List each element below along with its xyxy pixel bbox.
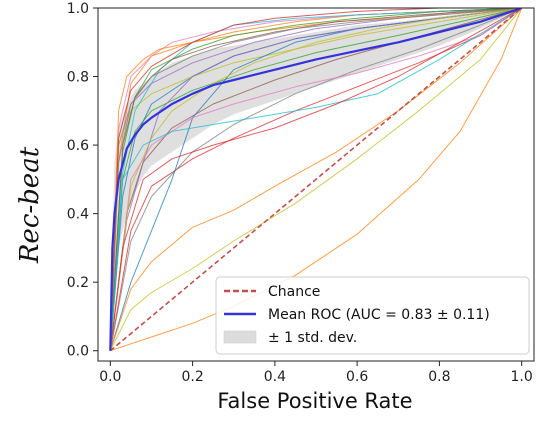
fold-curves-layer bbox=[109, 8, 523, 352]
legend-mean-label: Mean ROC (AUC = 0.83 ± 0.11) bbox=[268, 307, 490, 323]
fold-roc-curve-9 bbox=[109, 8, 522, 351]
fold-roc-curve-21 bbox=[109, 8, 523, 351]
fold-roc-curve-3 bbox=[109, 8, 522, 351]
legend-chance-label: Chance bbox=[268, 284, 320, 300]
x-tick-label: 0.8 bbox=[428, 369, 450, 385]
x-axis-label: False Positive Rate bbox=[217, 389, 412, 413]
x-ticks: 0.0 0.2 0.4 0.6 0.8 1.0 bbox=[99, 361, 533, 385]
fold-roc-curve-23 bbox=[110, 8, 523, 352]
y-axis-label: Rec-beat bbox=[15, 146, 45, 264]
y-tick-label: 1.0 bbox=[67, 1, 89, 17]
x-tick-label: 0.2 bbox=[181, 369, 203, 385]
y-tick-label: 0.0 bbox=[67, 344, 89, 360]
fold-roc-curve-15 bbox=[109, 8, 522, 351]
fold-roc-curve-8 bbox=[109, 8, 522, 351]
y-tick-label: 0.2 bbox=[67, 275, 89, 291]
x-tick-label: 0.6 bbox=[346, 369, 368, 385]
y-tick-label: 0.6 bbox=[67, 138, 89, 154]
fold-roc-curve-12 bbox=[109, 8, 522, 351]
mean-roc-curve bbox=[109, 8, 523, 351]
fold-roc-curve-14 bbox=[109, 8, 522, 351]
fold-roc-curve-24 bbox=[109, 8, 522, 351]
mean-roc-layer bbox=[109, 8, 523, 351]
x-tick-label: 1.0 bbox=[511, 369, 533, 385]
fold-roc-curve-4 bbox=[109, 8, 522, 351]
x-tick-label: 0.4 bbox=[264, 369, 286, 385]
legend-std-swatch bbox=[223, 330, 257, 344]
fold-roc-curve-19 bbox=[109, 8, 522, 351]
chance-line-layer bbox=[109, 8, 523, 352]
legend-box bbox=[215, 276, 530, 355]
plot-frame bbox=[97, 7, 535, 362]
chance-line bbox=[109, 8, 523, 352]
y-ticks: 0.0 0.2 0.4 0.6 0.8 1.0 bbox=[67, 1, 98, 360]
fold-roc-curve-5 bbox=[109, 8, 522, 351]
y-tick-label: 0.8 bbox=[67, 70, 89, 86]
fold-roc-curve-16 bbox=[109, 8, 522, 351]
y-tick-label: 0.4 bbox=[67, 207, 89, 223]
legend-std-label: ± 1 std. dev. bbox=[268, 330, 357, 346]
legend: Chance Mean ROC (AUC = 0.83 ± 0.11) ± 1 … bbox=[215, 276, 530, 355]
fold-roc-curve-18 bbox=[109, 8, 522, 351]
fold-roc-curve-13 bbox=[109, 8, 522, 351]
fold-roc-curve-20 bbox=[109, 8, 522, 351]
x-tick-label: 0.0 bbox=[99, 369, 121, 385]
